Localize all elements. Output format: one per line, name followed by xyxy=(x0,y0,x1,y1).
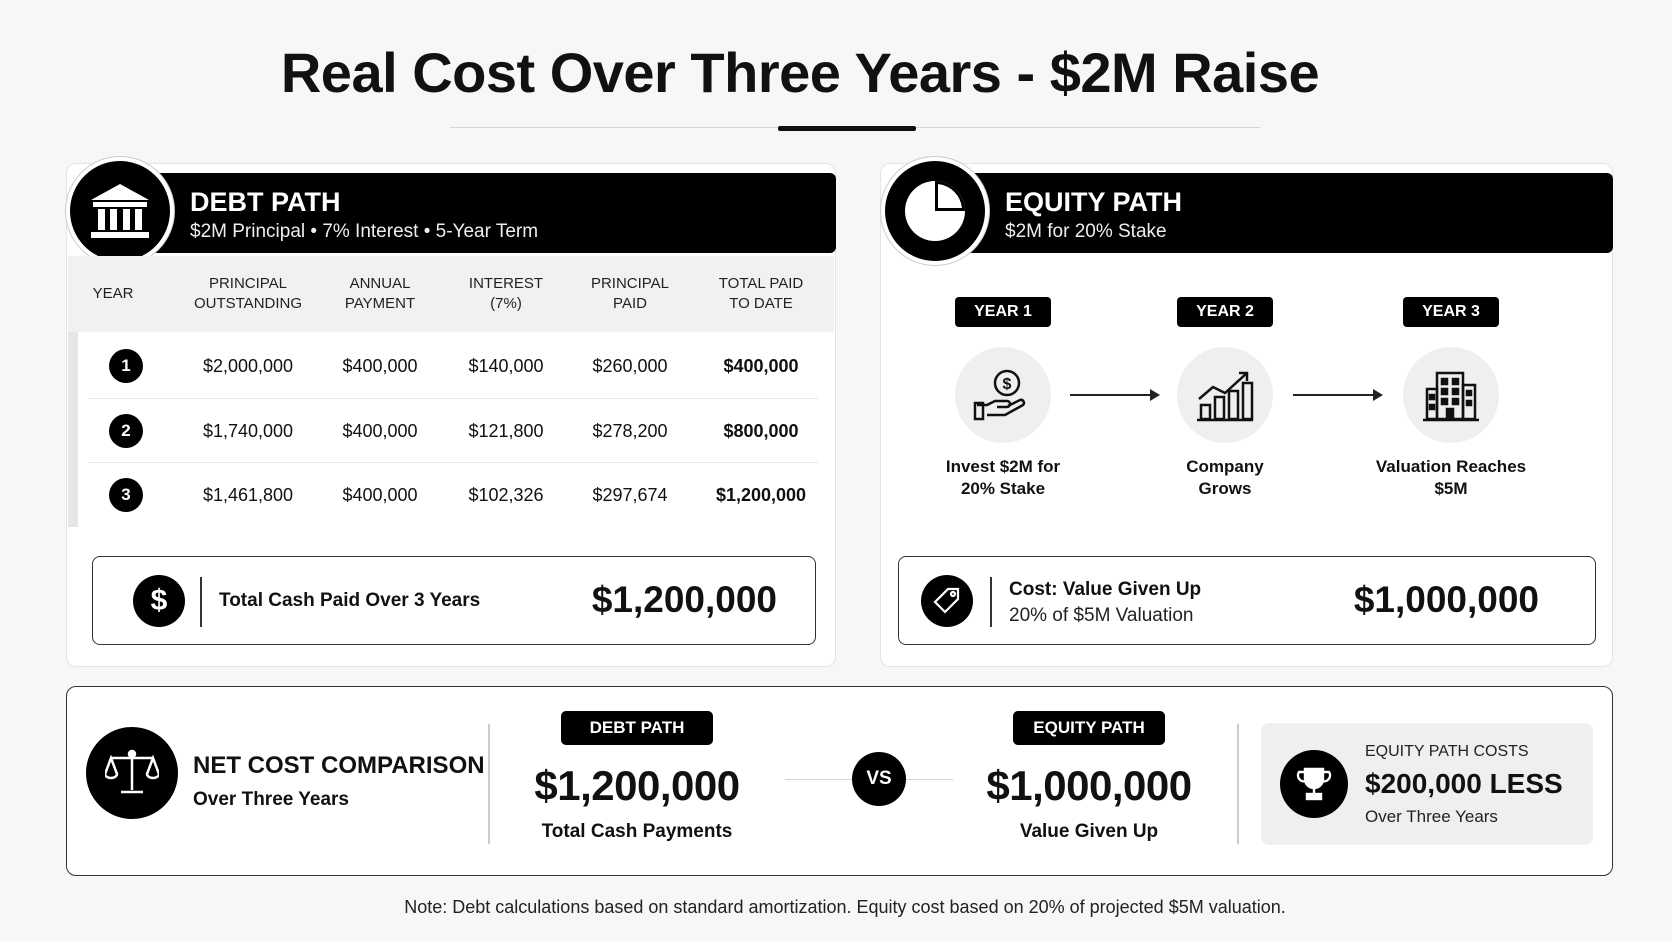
table-side-rail xyxy=(68,332,78,527)
page-title: Real Cost Over Three Years - $2M Raise xyxy=(280,41,1320,104)
year-pill: YEAR 1 xyxy=(955,297,1051,327)
cell-total-paid: $800,000 xyxy=(723,420,799,441)
arrow-right-icon xyxy=(1293,389,1383,401)
cell-annual-payment: $400,000 xyxy=(342,420,418,441)
growth-chart-icon xyxy=(1177,347,1273,443)
pie-chart-icon xyxy=(881,157,989,265)
col-annual-payment: ANNUAL PAYMENT xyxy=(344,275,416,312)
equity-subtitle: $2M for 20% Stake xyxy=(1005,221,1167,242)
result-bottom: Over Three Years xyxy=(1365,807,1498,826)
equity-cost-box: Cost: Value Given Up 20% of $5M Valuatio… xyxy=(898,556,1596,645)
footnote: Note: Debt calculations based on standar… xyxy=(404,897,1286,917)
step-label: Invest $2M for 20% Stake xyxy=(945,457,1061,498)
equity-path-pill: EQUITY PATH xyxy=(1013,711,1165,745)
cell-total-paid: $400,000 xyxy=(723,355,799,376)
year-badge: 2 xyxy=(109,414,143,448)
year-pill: YEAR 2 xyxy=(1177,297,1273,327)
debt-net-value: $1,200,000 xyxy=(534,762,740,809)
table-row: 2 $1,740,000 $400,000 $121,800 $278,200 … xyxy=(88,398,818,462)
hand-dollar-icon: $ xyxy=(955,347,1051,443)
year-pill: YEAR 3 xyxy=(1403,297,1499,327)
bank-icon xyxy=(66,157,174,265)
comparison-subtitle: Over Three Years xyxy=(193,789,349,810)
cell-annual-payment: $400,000 xyxy=(342,484,418,505)
cell-interest: $121,800 xyxy=(468,420,544,441)
cell-principal-outstanding: $1,740,000 xyxy=(202,420,294,441)
scales-icon xyxy=(86,727,178,819)
table-row: 1 $2,000,000 $400,000 $140,000 $260,000 … xyxy=(88,334,818,398)
col-total-paid: TOTAL PAID TO DATE xyxy=(718,275,804,312)
cell-annual-payment: $400,000 xyxy=(342,355,418,376)
dollar-icon: $ xyxy=(133,575,185,627)
col-principal-paid: PRINCIPAL PAID xyxy=(590,275,670,312)
cell-principal-outstanding: $1,461,800 xyxy=(202,484,294,505)
building-icon xyxy=(1403,347,1499,443)
equity-cost-sub: 20% of $5M Valuation xyxy=(1009,605,1194,626)
vs-badge: VS xyxy=(852,752,906,806)
cell-interest: $102,326 xyxy=(468,484,544,505)
cell-interest: $140,000 xyxy=(468,355,544,376)
result-top: EQUITY PATH COSTS xyxy=(1365,743,1529,760)
cell-principal-outstanding: $2,000,000 xyxy=(202,355,294,376)
divider xyxy=(1237,724,1239,844)
cell-principal-paid: $297,674 xyxy=(592,484,668,505)
equity-title: EQUITY PATH xyxy=(1005,187,1183,217)
debt-header: DEBT PATH $2M Principal • 7% Interest • … xyxy=(150,173,836,253)
cell-principal-paid: $260,000 xyxy=(592,355,668,376)
debt-title: DEBT PATH xyxy=(190,187,341,217)
divider xyxy=(488,724,490,844)
svg-text:$: $ xyxy=(1003,376,1012,393)
comparison-title: NET COST COMPARISON xyxy=(193,752,485,779)
col-year: YEAR xyxy=(92,285,134,302)
col-principal-outstanding: PRINCIPAL OUTSTANDING xyxy=(193,275,303,312)
divider xyxy=(990,577,992,627)
equity-cost-label: Cost: Value Given Up xyxy=(1009,579,1202,600)
debt-net-caption: Total Cash Payments xyxy=(541,821,733,842)
table-row: 3 $1,461,800 $400,000 $102,326 $297,674 … xyxy=(88,462,818,526)
equity-header: EQUITY PATH $2M for 20% Stake xyxy=(965,173,1613,253)
year-badge: 3 xyxy=(109,478,143,512)
trophy-icon xyxy=(1280,750,1348,818)
divider xyxy=(200,577,202,627)
step-label: Valuation Reaches $5M xyxy=(1375,457,1527,498)
result-box: EQUITY PATH COSTS $200,000 LESS Over Thr… xyxy=(1261,723,1593,845)
price-tag-icon xyxy=(921,575,973,627)
debt-subtitle: $2M Principal • 7% Interest • 5-Year Ter… xyxy=(190,221,539,242)
step-label: Company Grows xyxy=(1186,457,1264,498)
equity-cost-value: $1,000,000 xyxy=(1353,579,1539,620)
title-accent-bar xyxy=(778,126,916,131)
equity-net-value: $1,000,000 xyxy=(986,762,1192,809)
arrow-right-icon xyxy=(1070,389,1160,401)
year-badge: 1 xyxy=(109,349,143,383)
debt-total-box: $ Total Cash Paid Over 3 Years $1,200,00… xyxy=(92,556,816,645)
result-value: $200,000 LESS xyxy=(1365,768,1563,799)
debt-total-value: $1,200,000 xyxy=(591,579,777,620)
debt-total-label: Total Cash Paid Over 3 Years xyxy=(219,590,481,611)
cell-principal-paid: $278,200 xyxy=(592,420,668,441)
col-interest: INTEREST (7%) xyxy=(468,275,544,312)
debt-path-pill: DEBT PATH xyxy=(561,711,713,745)
equity-net-caption: Value Given Up xyxy=(1019,821,1159,842)
debt-table-header: YEAR PRINCIPAL OUTSTANDING ANNUAL PAYMENT … xyxy=(68,256,834,332)
cell-total-paid: $1,200,000 xyxy=(715,484,807,505)
